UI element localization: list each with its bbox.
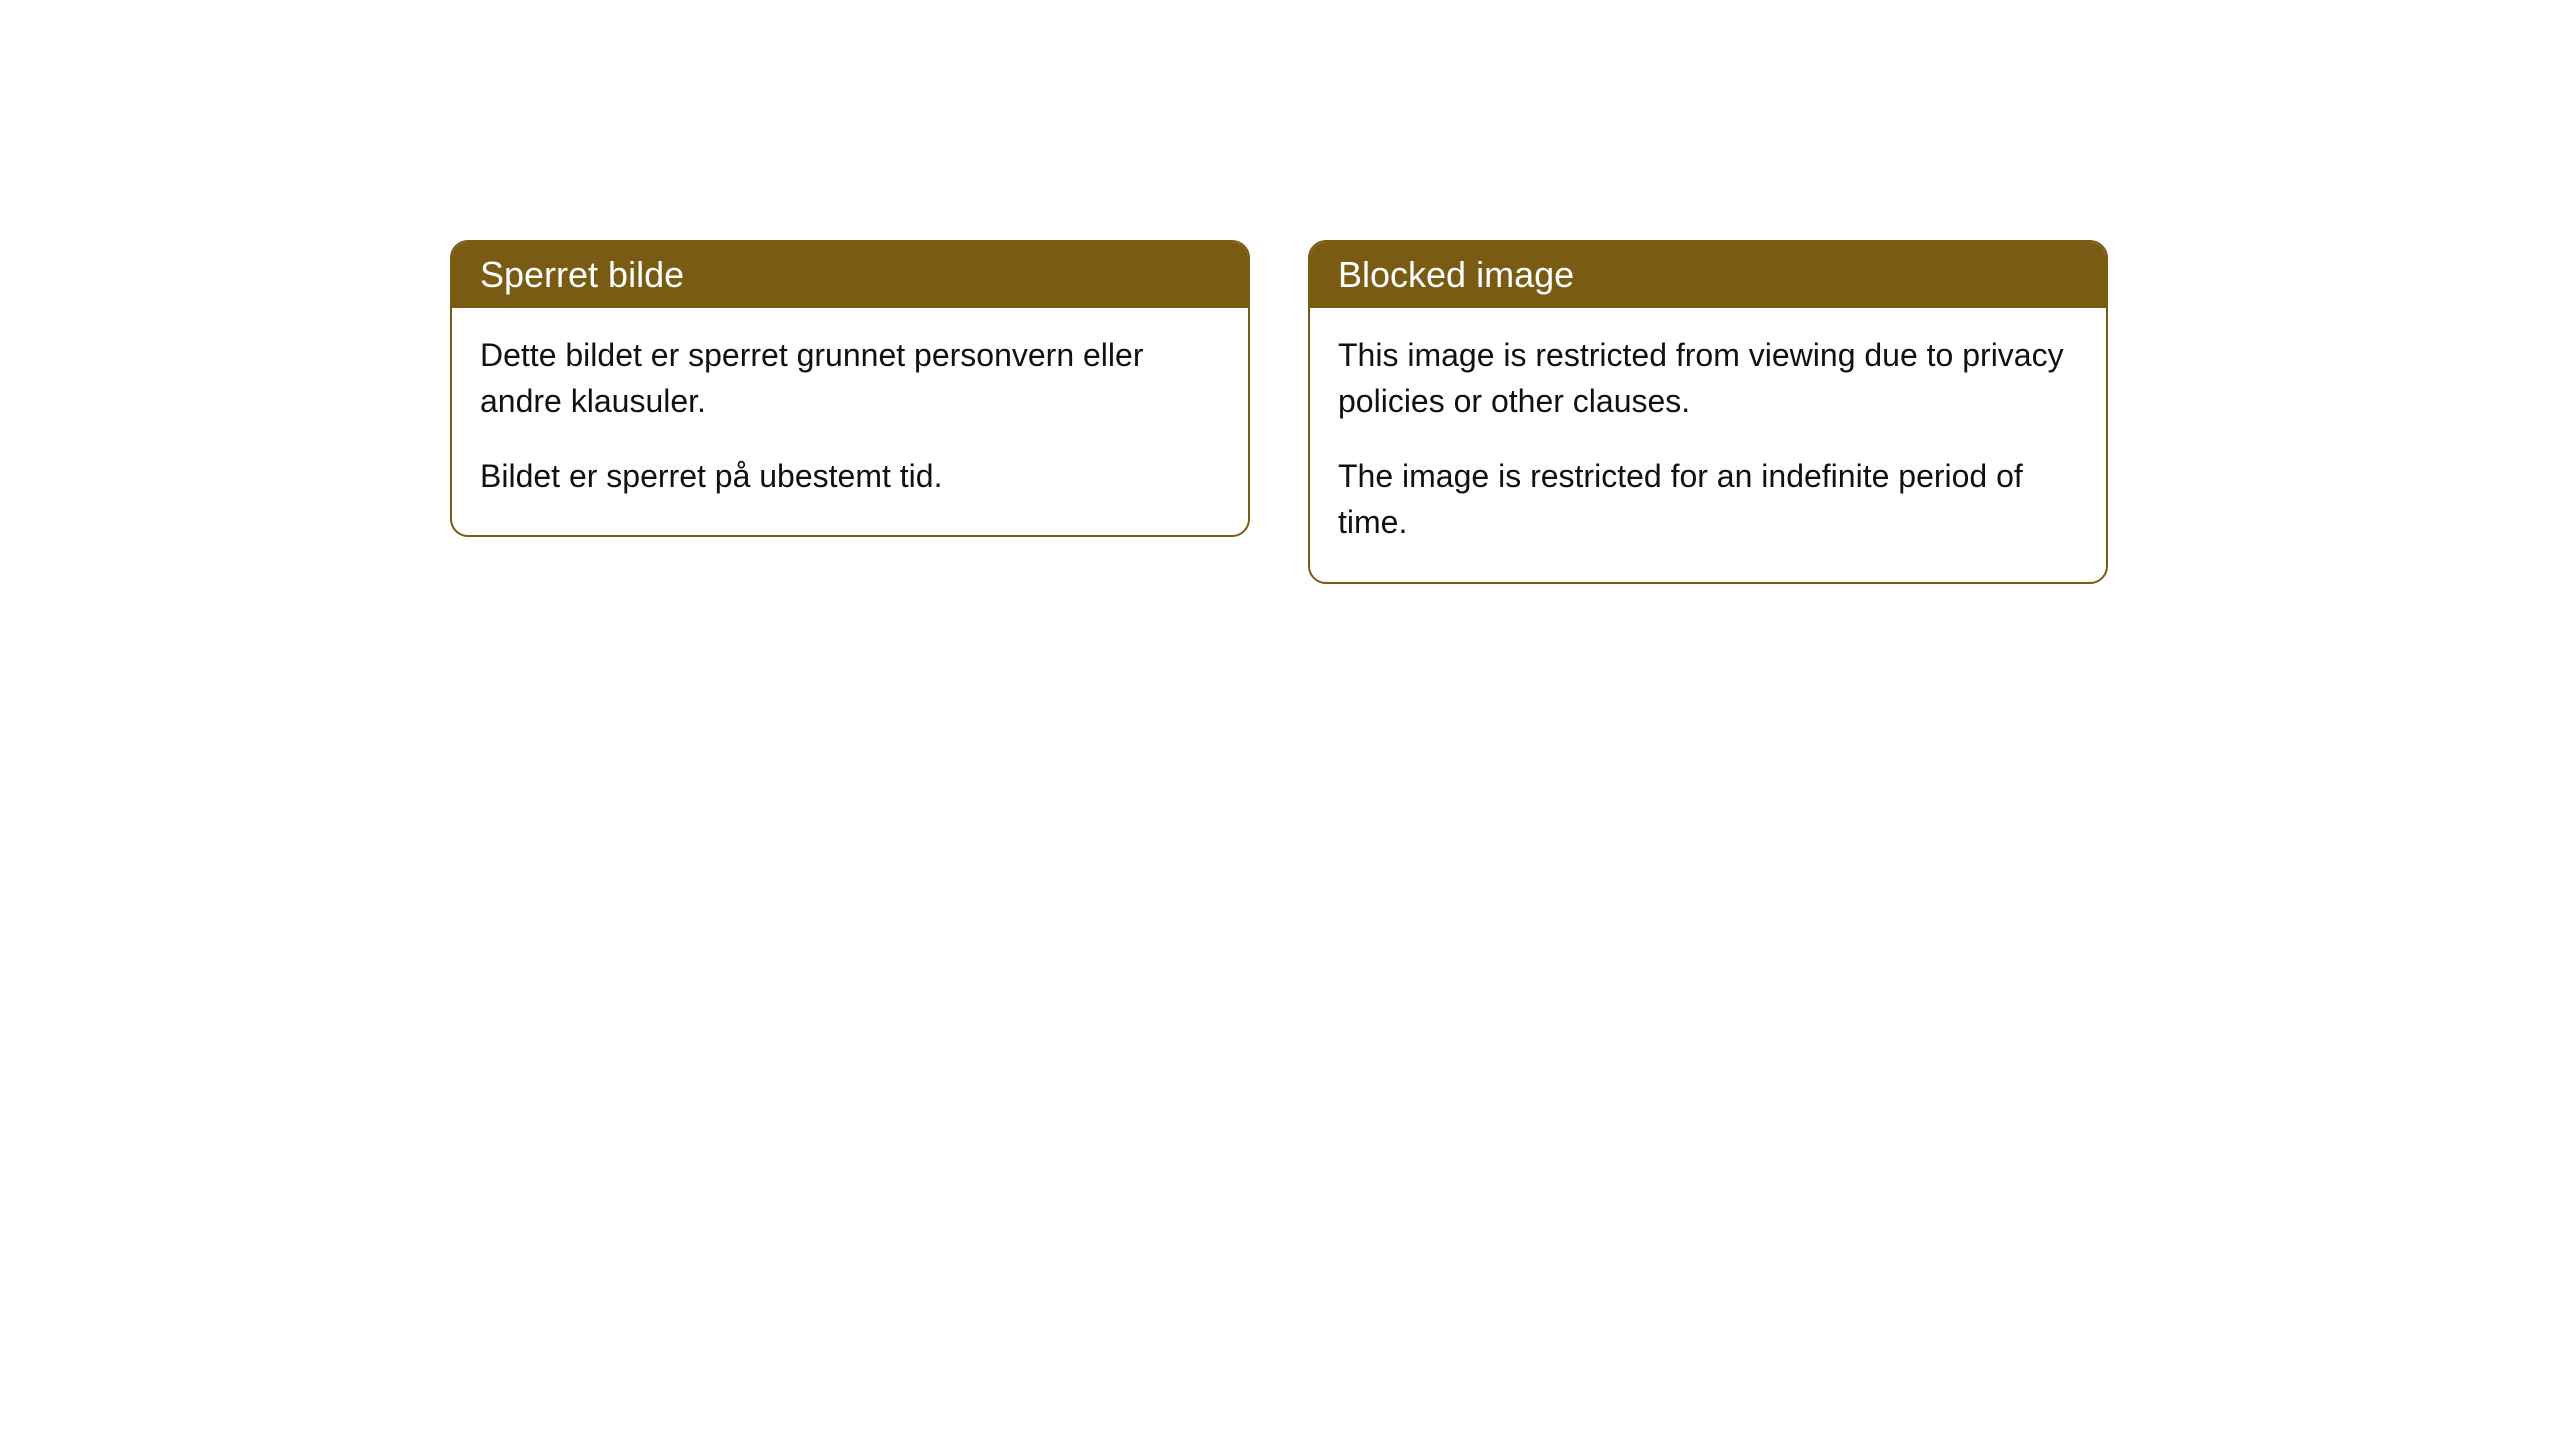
card-header: Blocked image [1310,242,2106,308]
card-paragraph: Dette bildet er sperret grunnet personve… [480,332,1220,425]
card-title: Sperret bilde [480,254,684,295]
card-paragraph: The image is restricted for an indefinit… [1338,453,2078,546]
card-title: Blocked image [1338,254,1574,295]
card-header: Sperret bilde [452,242,1248,308]
blocked-image-card-en: Blocked image This image is restricted f… [1308,240,2108,584]
card-paragraph: Bildet er sperret på ubestemt tid. [480,453,1220,499]
blocked-image-card-no: Sperret bilde Dette bildet er sperret gr… [450,240,1250,537]
card-paragraph: This image is restricted from viewing du… [1338,332,2078,425]
card-body: Dette bildet er sperret grunnet personve… [452,308,1248,535]
card-body: This image is restricted from viewing du… [1310,308,2106,582]
